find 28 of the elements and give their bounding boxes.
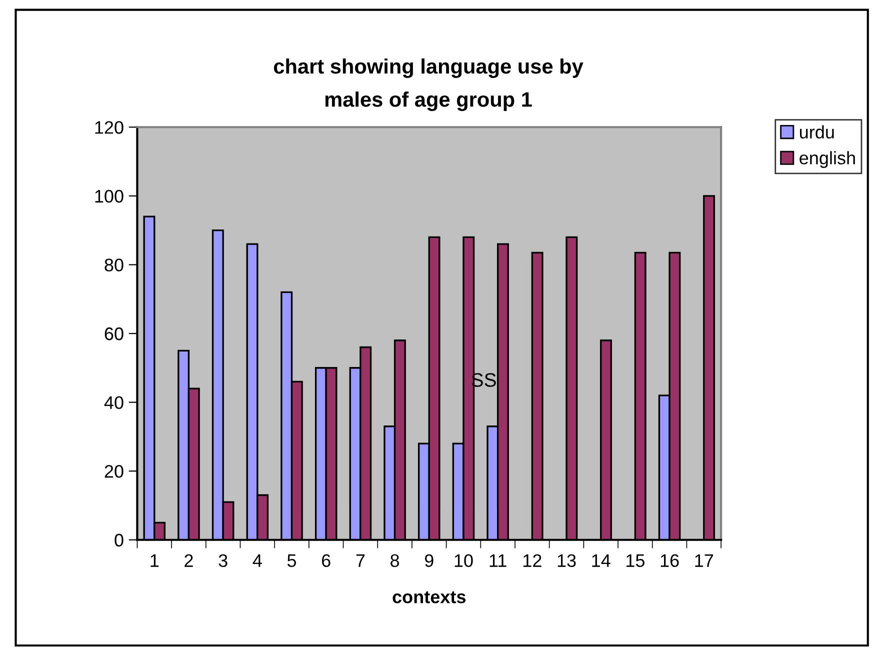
y-tick-label: 120 — [95, 121, 124, 134]
x-tick-label: 16 — [660, 554, 679, 568]
y-tick-label: 20 — [104, 465, 124, 478]
y-tick-label: 0 — [114, 534, 124, 547]
legend-label: english — [800, 151, 855, 168]
x-tick-label: 4 — [252, 554, 262, 567]
x-tick-label: 10 — [454, 554, 473, 568]
x-tick-label: 3 — [218, 554, 228, 568]
legend-label: urdu — [800, 125, 834, 139]
x-tick-label: 14 — [592, 554, 610, 567]
x-tick-label: 11 — [490, 554, 506, 567]
x-tick-label: 9 — [424, 554, 434, 568]
x-tick-label: 1 — [150, 554, 159, 567]
x-tick-label: 7 — [356, 554, 365, 567]
x-tick-label: 2 — [184, 554, 193, 567]
x-tick-label: 5 — [287, 554, 296, 568]
y-tick-label: 60 — [104, 327, 124, 340]
chart-title: chart showing language use by males of age group 1 — [274, 58, 584, 112]
y-tick-label: 40 — [104, 396, 124, 410]
x-tick-label: 8 — [390, 554, 400, 568]
x-tick-label: 6 — [322, 554, 330, 568]
y-tick-label: 80 — [104, 258, 124, 272]
x-tick-label: 15 — [626, 554, 644, 568]
x-tick-label: 12 — [524, 554, 542, 567]
x-tick-label: 13 — [558, 554, 576, 568]
x-axis-title: contexts — [392, 591, 466, 604]
y-tick-label: 100 — [95, 190, 124, 203]
x-tick-label: 17 — [695, 554, 714, 567]
